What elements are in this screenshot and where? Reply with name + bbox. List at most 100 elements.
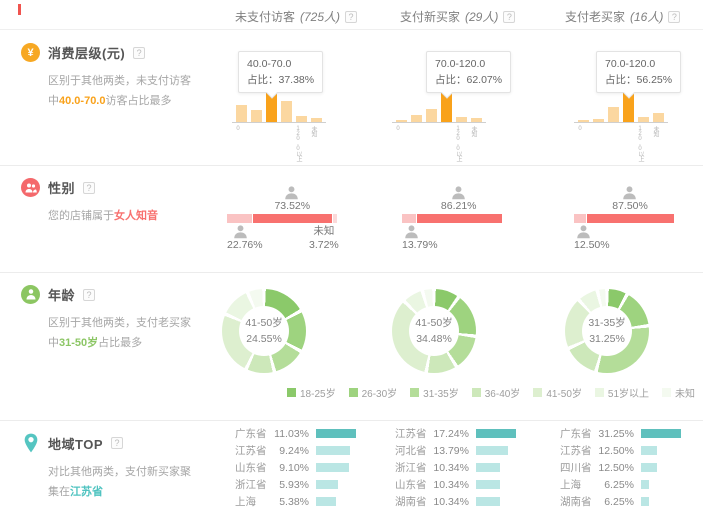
- gender-bar[interactable]: [402, 214, 502, 223]
- region-row[interactable]: 上海 5.38%: [235, 493, 395, 510]
- accent-tick: [18, 4, 21, 15]
- help-icon[interactable]: ?: [111, 437, 123, 449]
- legend-swatch: [594, 388, 604, 397]
- age-donut-ring[interactable]: 41-50岁 34.48%: [392, 289, 476, 373]
- region-percent: 12.50%: [598, 461, 634, 474]
- region-row[interactable]: 湖南省 10.34%: [395, 493, 555, 510]
- help-icon[interactable]: ?: [668, 10, 681, 23]
- region-row[interactable]: 湖南省 6.25%: [560, 493, 703, 510]
- bar[interactable]: [653, 113, 664, 122]
- region-row[interactable]: 山东省 9.10%: [235, 459, 395, 476]
- axis-label: 未知: [310, 126, 316, 136]
- region-list-new: 江苏省 17.24% 河北省 13.79% 浙江省 10.34% 山东省 10.34% 湖南省 1…: [395, 425, 555, 510]
- region-name: 四川省: [560, 462, 592, 474]
- bar[interactable]: [471, 118, 482, 122]
- region-row[interactable]: 河北省 13.79%: [395, 442, 555, 459]
- bar[interactable]: [281, 101, 292, 122]
- bar[interactable]: [608, 107, 619, 122]
- region-row[interactable]: 江苏省 17.24%: [395, 425, 555, 442]
- region-row[interactable]: 广东省 31.25%: [560, 425, 703, 442]
- bar[interactable]: [296, 116, 307, 122]
- donut-center-label: 41-50岁: [415, 317, 453, 329]
- age-donut-ring[interactable]: 41-50岁 24.55%: [222, 289, 306, 373]
- region-row[interactable]: 江苏省 9.24%: [235, 442, 395, 459]
- legend-item[interactable]: 31-35岁: [410, 385, 459, 400]
- help-icon[interactable]: ?: [503, 10, 516, 23]
- legend-item[interactable]: 26-30岁: [348, 385, 398, 400]
- bar-tooltip: 70.0-120.0 占比：62.07%: [426, 51, 512, 99]
- age-legend: 18-25岁 26-30岁 31-35岁 36-40岁 41-50岁 51岁以上 未知: [287, 385, 695, 400]
- region-row[interactable]: 山东省 10.34%: [395, 476, 555, 493]
- bar-tooltip: 40.0-70.0 占比：37.38%: [238, 51, 324, 99]
- region-row[interactable]: 浙江省 5.93%: [235, 476, 395, 493]
- legend-item[interactable]: 未知: [662, 385, 695, 400]
- legend-swatch: [471, 388, 481, 397]
- legend-swatch: [410, 388, 420, 397]
- region-row[interactable]: 浙江省 10.34%: [395, 459, 555, 476]
- bar[interactable]: [236, 105, 247, 122]
- region-name: 上海: [235, 496, 256, 508]
- bar[interactable]: [593, 119, 604, 122]
- bar[interactable]: [311, 118, 322, 122]
- bar[interactable]: [426, 109, 437, 122]
- region-percent: 5.93%: [279, 478, 309, 491]
- legend-label: 26-30岁: [361, 389, 398, 400]
- region-row[interactable]: 四川省 12.50%: [560, 459, 703, 476]
- legend-item[interactable]: 18-25岁: [287, 385, 336, 400]
- bar[interactable]: [456, 117, 467, 122]
- donut-center-label: 41-50岁: [245, 317, 283, 329]
- help-icon[interactable]: ?: [133, 46, 146, 59]
- region-name: 广东省: [235, 428, 267, 440]
- bar[interactable]: [638, 117, 649, 122]
- legend-item[interactable]: 51岁以上: [594, 385, 649, 400]
- legend-label: 18-25岁: [300, 389, 336, 400]
- region-row[interactable]: 广东省 11.03%: [235, 425, 395, 442]
- bar-highlighted[interactable]: [266, 88, 277, 122]
- axis-label: 0: [235, 126, 241, 131]
- region-percent: 11.03%: [274, 427, 309, 440]
- help-icon[interactable]: ?: [83, 288, 96, 301]
- legend-item[interactable]: 41-50岁: [533, 385, 582, 400]
- region-bar: [476, 429, 516, 438]
- region-name: 湖南省: [395, 496, 427, 508]
- description-highlight: 31-50岁: [59, 337, 99, 349]
- section-consumption-level: ¥ 消费层级(元) ? 区别于其他两类，未支付访客中40.0-70.0访客占比最…: [0, 31, 703, 166]
- bar[interactable]: [578, 120, 589, 122]
- bar[interactable]: [396, 120, 407, 122]
- help-icon[interactable]: ?: [345, 10, 358, 23]
- female-icon: [451, 186, 466, 205]
- bar-highlighted[interactable]: [441, 88, 452, 122]
- help-icon[interactable]: ?: [83, 181, 96, 194]
- bar-highlighted[interactable]: [623, 88, 634, 122]
- gender-info: 性别 ? 您的店铺属于女人知音: [21, 178, 211, 226]
- tooltip-range: 40.0-70.0: [247, 58, 292, 70]
- column-header-unpaid-visitors: 未支付访客 (725人) ?: [235, 8, 358, 25]
- consumption-chart-unpaid: 40.0-70.0 占比：37.38% 0 120.0以上 未知: [218, 31, 383, 166]
- region-bar: [316, 480, 338, 489]
- region-row[interactable]: 江苏省 12.50%: [560, 442, 703, 459]
- bar[interactable]: [251, 110, 262, 122]
- donut-center-percent: 31.25%: [589, 333, 625, 345]
- tooltip-range: 70.0-120.0: [435, 58, 486, 70]
- male-segment: [574, 214, 587, 223]
- tooltip-share: 占比：37.38%: [247, 74, 315, 86]
- region-bar: [316, 463, 349, 472]
- region-percent: 5.38%: [279, 495, 309, 508]
- gender-bar[interactable]: [227, 214, 337, 223]
- region-percent: 10.34%: [433, 478, 469, 491]
- gender-bar[interactable]: [574, 214, 674, 223]
- column-header-count: (725人): [300, 10, 341, 24]
- legend-label: 41-50岁: [546, 389, 582, 400]
- region-bar: [641, 429, 681, 438]
- region-percent: 12.50%: [598, 444, 634, 457]
- legend-item[interactable]: 36-40岁: [471, 385, 520, 400]
- region-percent: 6.25%: [604, 495, 634, 508]
- age-donut-ring[interactable]: 31-35岁 31.25%: [565, 289, 649, 373]
- region-bar: [641, 480, 649, 489]
- location-pin-icon: [21, 433, 40, 453]
- male-segment: [227, 214, 252, 223]
- region-row[interactable]: 上海 6.25%: [560, 476, 703, 493]
- bar[interactable]: [411, 115, 422, 122]
- region-bar: [316, 497, 336, 506]
- section-region-top: 地域TOP ? 对比其他两类，支付新买家聚集在江苏省 广东省 11.03% 江苏省 9…: [0, 421, 703, 517]
